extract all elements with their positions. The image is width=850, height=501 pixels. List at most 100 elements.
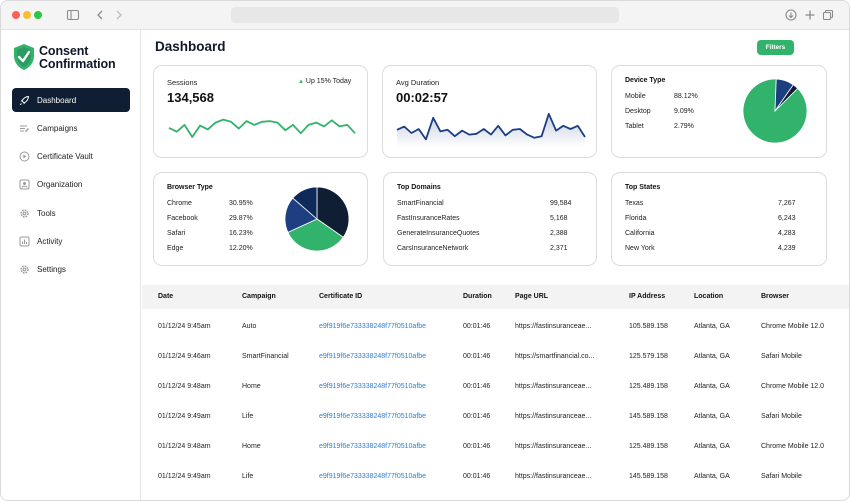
sessions-trend-text: Up 15% Today <box>305 78 352 85</box>
table-cell-date: 01/12/24 9:49am <box>158 473 211 480</box>
device-type-card: Device Type Mobile 88.12% Desktop 9.09% … <box>611 65 827 158</box>
state-label: Texas <box>625 200 644 207</box>
sidebar-item-organization[interactable]: Organization <box>12 172 130 196</box>
column-header-location[interactable]: Location <box>694 293 724 300</box>
table-cell-ip-address: 125.579.158 <box>629 353 668 360</box>
table-cell-page-url: https://fastinsuranceae... <box>515 413 592 420</box>
table-row[interactable]: 01/12/24 9:49am Life e9f919f6e733338248f77… <box>142 405 849 431</box>
trend-up-icon: ▲ <box>298 79 304 85</box>
table-cell-ip-address: 145.589.158 <box>629 473 668 480</box>
sidebar-item-activity[interactable]: Activity <box>12 229 130 253</box>
new-tab-icon[interactable] <box>803 8 817 22</box>
table-cell-browser: Safari Mobile <box>761 413 802 420</box>
sessions-card: Sessions 134,568 ▲ Up 15% Today <box>153 65 368 158</box>
domain-value: 99,584 <box>550 200 572 207</box>
avg-duration-value: 00:02:57 <box>396 90 449 105</box>
back-icon[interactable] <box>93 8 107 22</box>
device-pie-slice-tablet[interactable] <box>774 84 799 112</box>
certificate-id-link[interactable]: e9f919f6e733338248f77f0510afbe <box>319 383 427 390</box>
table-cell-browser: Chrome Mobile 12.0 <box>761 443 825 450</box>
column-header-duration[interactable]: Duration <box>463 293 492 300</box>
avg-duration-card: Avg Duration 00:02:57 <box>382 65 597 158</box>
table-row[interactable]: 01/12/24 9:48am Home e9f919f6e733338248f77… <box>142 375 849 401</box>
settings-icon <box>19 264 30 275</box>
close-window-button[interactable] <box>12 11 20 19</box>
avg-duration-sparkline-line <box>396 112 586 141</box>
table-cell-page-url: https://fastinsuranceae... <box>515 323 592 330</box>
browser-value: 12.20% <box>229 245 253 252</box>
sidebar-item-label: Activity <box>37 236 63 246</box>
table-row[interactable]: 01/12/24 9:48am Home e9f919f6e733338248f77… <box>142 435 849 461</box>
top-domains-card: Top Domains SmartFinancial 99,584 FastIn… <box>383 172 597 266</box>
column-header-certificate-id[interactable]: Certificate ID <box>319 293 363 300</box>
device-label: Mobile <box>625 93 646 100</box>
app-name-line2: Confirmation <box>39 56 116 71</box>
minimize-window-button[interactable] <box>23 11 31 19</box>
browser-type-pie <box>284 186 350 252</box>
browser-value: 16.23% <box>229 230 253 237</box>
column-header-page-url[interactable]: Page URL <box>515 293 549 300</box>
state-value: 7,267 <box>778 200 796 207</box>
browser-pie-slice-facebook[interactable] <box>287 218 344 252</box>
download-icon[interactable] <box>784 8 798 22</box>
sessions-trend: ▲ Up 15% Today <box>298 78 351 85</box>
table-cell-campaign: Life <box>242 413 254 420</box>
column-header-campaign[interactable]: Campaign <box>242 293 276 300</box>
top-domains-title: Top Domains <box>397 184 441 191</box>
table-row[interactable]: 01/12/24 9:49am Life e9f919f6e733338248f77… <box>142 465 849 491</box>
sidebar-item-label: Certificate Vault <box>37 151 93 161</box>
table-cell-ip-address: 125.489.158 <box>629 443 668 450</box>
table-cell-date: 01/12/24 9:48am <box>158 443 211 450</box>
app-name-line1: Consent <box>39 44 89 58</box>
sessions-label: Sessions <box>167 78 198 87</box>
app-name: Consent Confirmation <box>39 45 116 70</box>
certificate-id-link[interactable]: e9f919f6e733338248f77f0510afbe <box>319 443 427 450</box>
sidebar-item-dashboard[interactable]: Dashboard <box>12 88 130 112</box>
sidebar-item-label: Dashboard <box>37 95 77 105</box>
sidebar-item-campaigns[interactable]: Campaigns <box>12 116 130 140</box>
device-value: 88.12% <box>674 93 698 100</box>
sidebar-item-settings[interactable]: Settings <box>12 257 130 281</box>
sidebar-toggle-icon[interactable] <box>66 8 80 22</box>
browser-value: 30.95% <box>229 200 253 207</box>
tab-overview-icon[interactable] <box>821 8 835 22</box>
table-cell-page-url: https://fastinsuranceae... <box>515 383 592 390</box>
column-header-browser[interactable]: Browser <box>761 293 790 300</box>
filters-button[interactable]: Filters <box>757 40 794 55</box>
table-row[interactable]: 01/12/24 9:45am Auto e9f919f6e733338248f77… <box>142 315 849 341</box>
state-value: 6,243 <box>778 215 796 222</box>
sidebar-item-label: Settings <box>37 264 66 274</box>
column-header-date[interactable]: Date <box>158 293 174 300</box>
table-cell-location: Atlanta, GA <box>694 323 730 330</box>
certificate-id-link[interactable]: e9f919f6e733338248f77f0510afbe <box>319 323 427 330</box>
device-value: 2.79% <box>674 123 694 130</box>
sidebar-item-certificate-vault[interactable]: Certificate Vault <box>12 144 130 168</box>
table-row[interactable]: 01/12/24 9:46am SmartFinancial e9f919f6e73… <box>142 345 849 371</box>
maximize-window-button[interactable] <box>34 11 42 19</box>
app-logo[interactable]: Consent Confirmation <box>13 43 137 73</box>
sessions-value: 134,568 <box>167 90 214 105</box>
sidebar-item-tools[interactable]: Tools <box>12 201 130 225</box>
browser-pie-slice-edge[interactable] <box>292 186 318 220</box>
address-bar[interactable] <box>231 7 619 23</box>
user-square-icon <box>19 179 30 190</box>
top-states-title: Top States <box>625 184 661 191</box>
play-circle-icon <box>19 151 30 162</box>
page-title: Dashboard <box>155 39 226 54</box>
table-cell-browser: Safari Mobile <box>761 473 802 480</box>
certificate-id-link[interactable]: e9f919f6e733338248f77f0510afbe <box>319 353 427 360</box>
table-header: Date Campaign Certificate ID Duration Pa… <box>142 285 849 309</box>
certificate-id-link[interactable]: e9f919f6e733338248f77f0510afbe <box>319 413 427 420</box>
sidebar-item-label: Organization <box>37 179 83 189</box>
device-value: 9.09% <box>674 108 694 115</box>
table-cell-duration: 00:01:46 <box>463 413 491 420</box>
domain-label: CarsInsuranceNetwork <box>397 245 469 252</box>
certificate-id-link[interactable]: e9f919f6e733338248f77f0510afbe <box>319 473 427 480</box>
shield-check-icon <box>14 44 34 70</box>
forward-icon[interactable] <box>112 8 126 22</box>
column-header-ip-address[interactable]: IP Address <box>629 293 666 300</box>
state-label: Florida <box>625 215 647 222</box>
browser-pie-slice-chrome[interactable] <box>316 186 350 238</box>
avg-duration-sparkline <box>396 112 586 148</box>
